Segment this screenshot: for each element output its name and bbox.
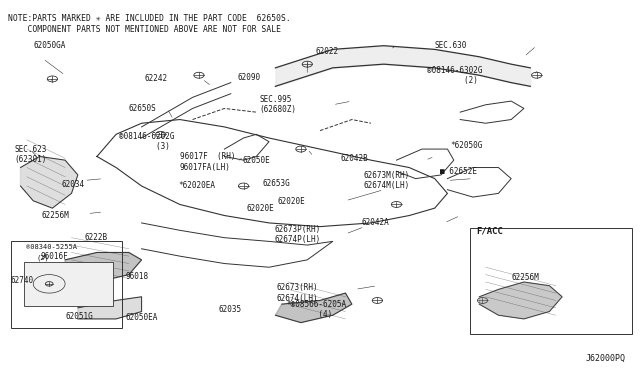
Polygon shape (479, 282, 562, 319)
Polygon shape (20, 157, 78, 208)
Text: 96016F: 96016F (41, 251, 68, 261)
Text: 62042B: 62042B (340, 154, 368, 163)
Text: 6222B: 6222B (84, 233, 108, 242)
Text: SEC.623
(62301): SEC.623 (62301) (14, 145, 47, 164)
Text: 62020E: 62020E (277, 198, 305, 206)
Text: 62042A: 62042A (362, 218, 389, 227)
Text: NOTE:PARTS MARKED ✳ ARE INCLUDED IN THE PART CODE  62650S.
    COMPONENT PARTS N: NOTE:PARTS MARKED ✳ ARE INCLUDED IN THE … (8, 14, 291, 34)
Text: ®08146-6302G
        (2): ®08146-6302G (2) (427, 65, 483, 85)
Text: *62050G: *62050G (450, 141, 483, 150)
Text: 62242: 62242 (145, 74, 168, 83)
Text: 96017F  (RH)
96017FA(LH): 96017F (RH) 96017FA(LH) (180, 152, 236, 172)
Polygon shape (78, 297, 141, 319)
Text: 62090: 62090 (237, 73, 260, 81)
Text: 62051G: 62051G (65, 312, 93, 321)
Polygon shape (65, 253, 141, 282)
Text: 62673(RH)
62674(LH): 62673(RH) 62674(LH) (276, 283, 318, 303)
Text: ■ 62652E: ■ 62652E (440, 167, 477, 176)
Text: 62050EA: 62050EA (125, 312, 158, 321)
Text: 62050E: 62050E (243, 155, 270, 165)
Polygon shape (275, 293, 352, 323)
Text: 62022: 62022 (316, 47, 339, 56)
Text: 62673M(RH)
62674M(LH): 62673M(RH) 62674M(LH) (364, 171, 410, 190)
FancyBboxPatch shape (470, 228, 632, 334)
Text: 62740: 62740 (11, 276, 34, 285)
Text: *62020EA: *62020EA (179, 182, 216, 190)
Text: *®08566-6205A
       (4): *®08566-6205A (4) (286, 300, 346, 320)
Text: 62256M: 62256M (511, 273, 539, 282)
Text: 62020E: 62020E (246, 203, 275, 213)
FancyBboxPatch shape (24, 262, 113, 306)
Text: 62256M: 62256M (42, 211, 69, 220)
Text: 62653G: 62653G (262, 179, 291, 187)
Text: 96018: 96018 (125, 272, 148, 281)
Text: (2): (2) (36, 255, 49, 262)
Text: 62050GA: 62050GA (33, 41, 66, 50)
Text: SEC.995
(62680Z): SEC.995 (62680Z) (259, 95, 296, 115)
Text: F/ACC: F/ACC (476, 227, 503, 236)
Text: ®08340-5255A: ®08340-5255A (26, 244, 77, 250)
Text: 62035: 62035 (218, 305, 241, 314)
Text: J62000PQ: J62000PQ (586, 354, 626, 363)
Text: 62034: 62034 (62, 180, 85, 189)
Text: 62673P(RH)
62674P(LH): 62673P(RH) 62674P(LH) (274, 225, 321, 244)
Text: 62650S: 62650S (129, 104, 157, 113)
Text: SEC.630: SEC.630 (435, 41, 467, 50)
Text: ®08146-6202G
        (3): ®08146-6202G (3) (119, 132, 175, 151)
